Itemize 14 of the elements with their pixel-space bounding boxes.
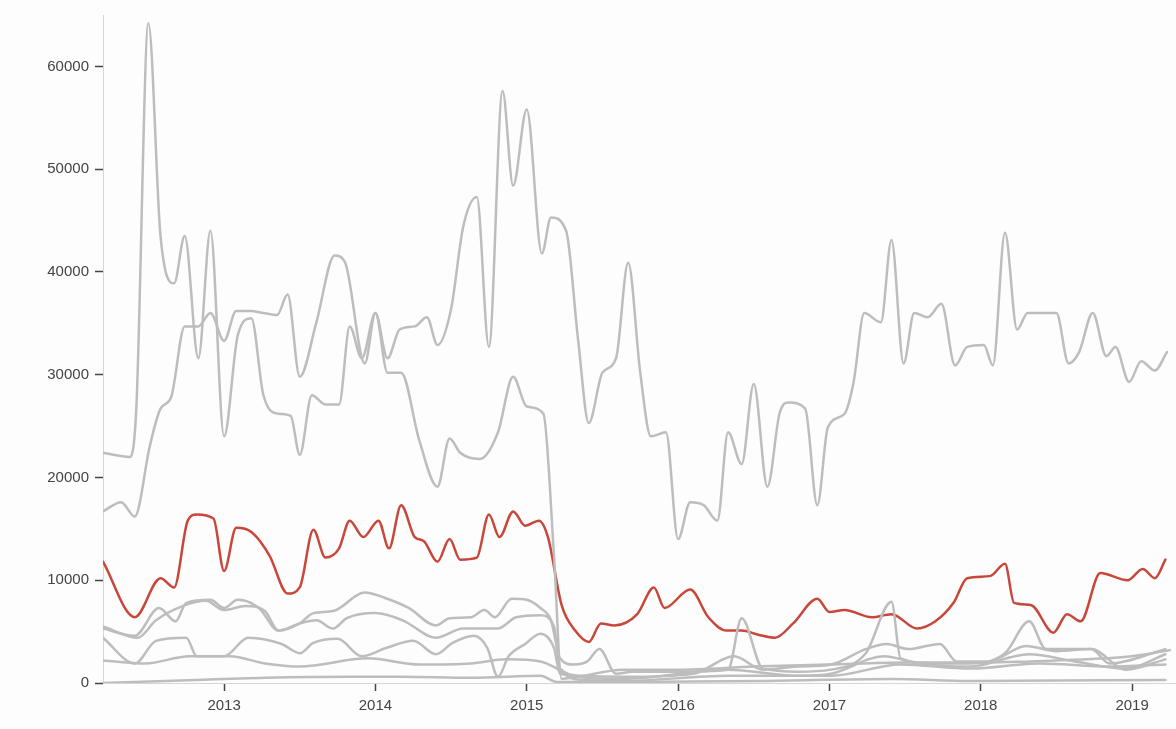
- x-tick-label: 2016: [661, 696, 695, 714]
- x-tick-label: 2014: [358, 696, 393, 714]
- y-tick-label: 0: [80, 673, 89, 691]
- y-tick-label: 40000: [47, 262, 89, 280]
- y-tick-label: 50000: [47, 159, 89, 177]
- x-tick-label: 2017: [812, 696, 847, 714]
- x-tick-label: 2015: [510, 696, 544, 714]
- y-tick-label: 30000: [47, 364, 89, 382]
- x-tick-label: 2013: [207, 696, 241, 714]
- x-tick-label: 2018: [964, 696, 998, 714]
- y-tick-label: 10000: [47, 570, 89, 588]
- y-tick-label: 20000: [47, 467, 89, 485]
- y-tick-label: 60000: [47, 56, 89, 74]
- x-tick-label: 2019: [1115, 696, 1149, 714]
